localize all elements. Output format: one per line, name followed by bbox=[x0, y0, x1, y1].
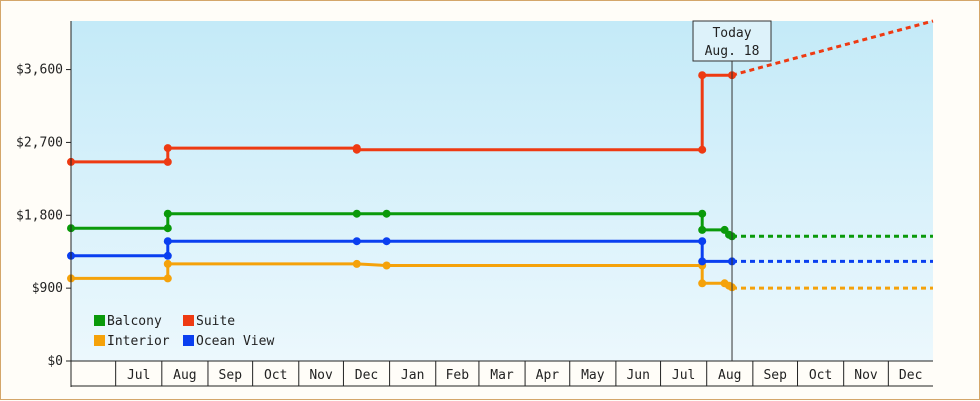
x-tick-label: Nov bbox=[309, 368, 333, 383]
today-marker: Today Aug. 18 bbox=[692, 20, 772, 361]
plot-area bbox=[71, 21, 933, 361]
data-point-ocean-view bbox=[352, 237, 361, 246]
x-tick-label: Mar bbox=[490, 368, 514, 383]
data-point-balcony bbox=[382, 209, 391, 218]
data-point-balcony bbox=[163, 224, 172, 233]
x-tick-label: Dec bbox=[899, 368, 922, 383]
data-point-ocean-view bbox=[698, 257, 707, 266]
data-point-balcony bbox=[163, 209, 172, 218]
data-point-suite bbox=[698, 145, 707, 154]
y-tick-label: $1,800 bbox=[16, 208, 63, 223]
data-point-balcony bbox=[698, 225, 707, 234]
legend-swatch-ocean-view bbox=[183, 335, 194, 346]
x-tick-label: May bbox=[581, 368, 605, 383]
data-point-suite bbox=[163, 157, 172, 166]
legend-label-balcony: Balcony bbox=[107, 314, 162, 329]
data-point-interior bbox=[352, 259, 361, 268]
x-tick-label: Jun bbox=[626, 368, 649, 383]
x-tick-label: Apr bbox=[536, 368, 560, 383]
x-tick-label: Dec bbox=[355, 368, 378, 383]
forecast-line-suite bbox=[731, 19, 934, 77]
today-label: Today bbox=[712, 26, 751, 41]
legend-swatch-interior bbox=[94, 335, 105, 346]
data-point-ocean-view bbox=[163, 237, 172, 246]
x-tick-label: Feb bbox=[446, 368, 470, 383]
legend: Balcony Suite Interior Ocean View bbox=[94, 314, 274, 349]
x-tick-label: Jul bbox=[672, 368, 695, 383]
y-tick-label: $3,600 bbox=[16, 63, 63, 78]
x-tick-label: Nov bbox=[854, 368, 878, 383]
legend-label-suite: Suite bbox=[196, 314, 235, 329]
today-box bbox=[692, 20, 772, 62]
data-point-ocean-view bbox=[382, 237, 391, 246]
data-point-interior bbox=[163, 259, 172, 268]
markers-layer bbox=[67, 71, 736, 292]
data-point-suite bbox=[352, 145, 361, 154]
legend-swatch-suite bbox=[183, 315, 194, 326]
today-date: Aug. 18 bbox=[705, 44, 760, 59]
data-point-suite bbox=[698, 71, 707, 80]
x-tick-label: Jul bbox=[127, 368, 150, 383]
axes-layer: $0 $900 $1,800 $2,700 $3,600 Jul Aug Sep Oct Nov D… bbox=[16, 21, 933, 387]
x-tick-label: Jan bbox=[401, 368, 424, 383]
legend-swatch-balcony bbox=[94, 315, 105, 326]
x-tick-label: Sep bbox=[219, 368, 243, 383]
legend-label-ocean-view: Ocean View bbox=[196, 334, 274, 349]
y-tick-label: $0 bbox=[47, 354, 63, 369]
data-point-balcony bbox=[352, 209, 361, 218]
x-tick-label: Oct bbox=[809, 368, 832, 383]
legend-label-interior: Interior bbox=[107, 334, 170, 349]
data-point-ocean-view bbox=[698, 237, 707, 246]
data-point-interior bbox=[698, 279, 707, 288]
data-point-ocean-view bbox=[163, 251, 172, 260]
x-tick-label: Oct bbox=[264, 368, 287, 383]
y-tick-label: $2,700 bbox=[16, 135, 63, 150]
data-point-interior bbox=[163, 274, 172, 283]
x-tick-label: Aug bbox=[173, 368, 196, 383]
data-point-suite bbox=[163, 144, 172, 153]
x-tick-label: Sep bbox=[763, 368, 787, 383]
y-tick-label: $900 bbox=[32, 281, 63, 296]
data-point-balcony bbox=[698, 209, 707, 218]
data-point-interior bbox=[382, 261, 391, 270]
x-tick-label: Aug bbox=[718, 368, 741, 383]
